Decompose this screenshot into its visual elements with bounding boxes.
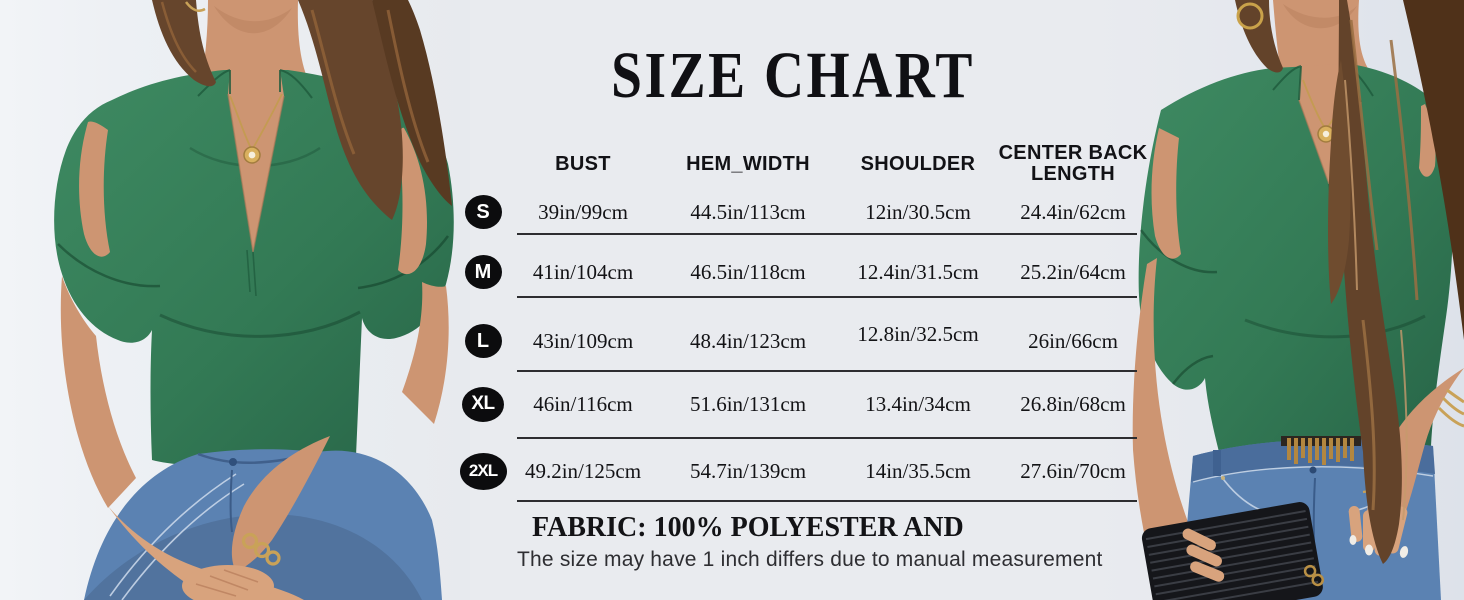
bust-value: 49.2in/125cm xyxy=(524,458,642,483)
shoulder-value: 13.4in/34cm xyxy=(865,391,971,416)
clutch-chain xyxy=(1303,564,1324,587)
shoulder-value: 12.8in/32.5cm xyxy=(857,321,979,346)
shoulder-value: 12.4in/31.5cm xyxy=(857,259,979,284)
page-title: SIZE CHART xyxy=(611,39,975,112)
bust-value: 39in/99cm xyxy=(538,199,628,224)
size-badge-2xl: 2XL xyxy=(459,452,507,490)
belt-bar xyxy=(1281,436,1361,446)
shoulder-value: 14in/35.5cm xyxy=(865,458,971,483)
column-header-center-back-length: CENTER BACK LENGTH xyxy=(998,142,1148,185)
right-model-illustration xyxy=(1095,0,1464,600)
hoop-earring xyxy=(1236,2,1264,30)
row-divider xyxy=(517,370,1137,372)
measurement-note: The size may have 1 inch differs due to … xyxy=(517,548,1103,571)
bust-value: 43in/109cm xyxy=(532,328,634,353)
hem-width-value: 44.5in/113cm xyxy=(690,199,806,224)
left-hand-fingers xyxy=(1182,528,1225,582)
column-header-bust: BUST xyxy=(555,152,611,175)
size-badge-l: L xyxy=(464,324,502,358)
table-header-row: BUST HEM_WIDTH SHOULDER CENTER BACK LENG… xyxy=(453,143,1153,185)
cold-shoulder-cutouts xyxy=(79,121,428,275)
hem-width-value: 48.4in/123cm xyxy=(689,328,807,353)
hair xyxy=(1235,0,1464,564)
table-row-2xl: 2XL 49.2in/125cm 54.7in/139cm 14in/35.5c… xyxy=(453,451,1153,491)
center-back-length-value: 25.2in/64cm xyxy=(1020,259,1126,284)
jeans-button xyxy=(1309,466,1317,474)
fringe-belt xyxy=(1287,438,1354,465)
fabric-info: FABRIC: 100% POLYESTER AND xyxy=(532,512,964,543)
size-table: BUST HEM_WIDTH SHOULDER CENTER BACK LENG… xyxy=(453,0,1153,600)
chain-bracelet xyxy=(1437,388,1464,428)
center-back-length-value: 26in/66cm xyxy=(1028,328,1118,353)
size-badge-m: M xyxy=(464,255,502,289)
column-header-shoulder: SHOULDER xyxy=(860,152,976,175)
belt-loop xyxy=(1213,450,1221,476)
hem-width-value: 54.7in/139cm xyxy=(689,458,807,483)
column-header-hem-width: HEM_WIDTH xyxy=(686,152,810,175)
earring xyxy=(185,1,206,12)
table-row-s: S 39in/99cm 44.5in/113cm 12in/30.5cm 24.… xyxy=(453,192,1153,232)
jeans-button xyxy=(229,458,237,466)
table-row-m: M 41in/104cm 46.5in/118cm 12.4in/31.5cm … xyxy=(453,252,1153,292)
arms xyxy=(60,276,449,508)
row-divider xyxy=(517,500,1137,502)
crossed-hands xyxy=(108,436,330,600)
hair xyxy=(152,0,452,220)
necklace xyxy=(229,93,283,164)
center-back-length-value: 26.8in/68cm xyxy=(1020,391,1126,416)
bust-value: 46in/116cm xyxy=(533,391,633,416)
table-row-l: L 43in/109cm 48.4in/123cm 12.8in/32.5cm … xyxy=(453,321,1153,361)
left-model-illustration xyxy=(0,0,470,600)
bust-value: 41in/104cm xyxy=(532,259,634,284)
size-badge-s: S xyxy=(464,195,502,229)
hem-width-value: 51.6in/131cm xyxy=(689,391,807,416)
size-badge-xl: XL xyxy=(462,386,504,422)
left-model-photo xyxy=(0,0,470,600)
right-model-photo xyxy=(1095,0,1464,600)
arms xyxy=(1132,258,1219,600)
row-divider xyxy=(517,296,1137,298)
row-divider xyxy=(517,233,1137,235)
chain-bracelet xyxy=(241,532,281,566)
row-divider xyxy=(517,437,1137,439)
jeans-fly-seam xyxy=(229,469,233,533)
cold-shoulder-cutouts xyxy=(1151,104,1436,259)
center-back-length-value: 24.4in/62cm xyxy=(1020,199,1126,224)
center-back-length-value: 27.6in/70cm xyxy=(1020,458,1126,483)
shoulder-value: 12in/30.5cm xyxy=(865,199,971,224)
table-row-xl: XL 46in/116cm 51.6in/131cm 13.4in/34cm 2… xyxy=(453,384,1153,424)
hem-width-value: 46.5in/118cm xyxy=(690,259,806,284)
